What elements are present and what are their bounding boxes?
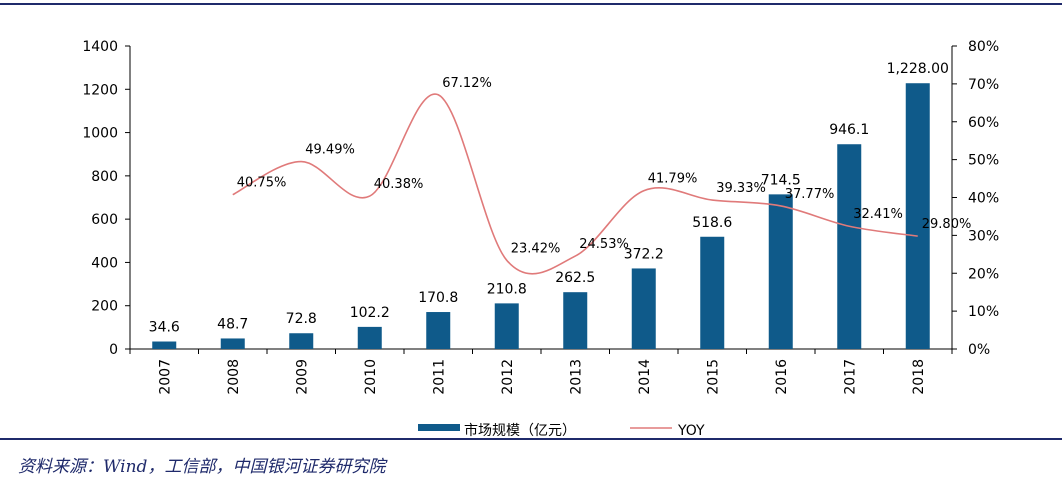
right-axis-tick-label: 40%: [968, 191, 999, 207]
bar-value-label: 72.8: [286, 311, 317, 327]
left-axis-tick-label: 1400: [82, 39, 118, 55]
bar-value-label: 372.2: [624, 246, 664, 262]
bar-2011: [426, 312, 451, 349]
category-label-2017: 2017: [842, 359, 858, 395]
bar-2007: [152, 341, 177, 349]
category-label-2010: 2010: [363, 359, 379, 395]
left-axis-tick-label: 200: [91, 299, 118, 315]
category-label-2016: 2016: [774, 359, 790, 395]
category-label-2018: 2018: [911, 359, 927, 395]
yoy-value-label: 37.77%: [785, 187, 835, 202]
legend-label-yoy: YOY: [677, 423, 705, 439]
market-size-chart: 0 200 400 600 800 1000 1200 1400 0% 10% 20% 30% 40% 5…: [82, 39, 999, 439]
top-rule: [0, 3, 1062, 5]
bar-2009: [289, 333, 314, 349]
bar-2013: [563, 292, 588, 349]
right-axis-tick-label: 50%: [968, 153, 999, 169]
source-note: 资料来源：Wind，工信部，中国银河证券研究院: [18, 457, 386, 477]
legend-label-bars: 市场规模（亿元）: [464, 422, 576, 439]
right-axis-tick-label: 70%: [968, 77, 999, 93]
bottom-rule: [0, 438, 1062, 440]
right-axis-tick-label: 10%: [968, 304, 999, 320]
bar-value-label: 262.5: [555, 270, 595, 286]
category-label-2011: 2011: [431, 359, 447, 395]
yoy-value-label: 40.75%: [237, 176, 287, 191]
yoy-value-label: 67.12%: [442, 76, 492, 91]
yoy-value-label: 40.38%: [374, 177, 424, 192]
left-axis-tick-label: 600: [91, 212, 118, 228]
bar-value-label: 34.6: [149, 320, 180, 336]
yoy-line: [232, 93, 918, 275]
bar-value-label: 714.5: [761, 172, 801, 188]
yoy-value-label: 29.80%: [922, 217, 972, 232]
bar-value-label: 210.8: [487, 281, 527, 297]
left-axis-tick-label: 1000: [82, 126, 118, 142]
bar-value-label: 1,228.00: [887, 61, 949, 77]
bar-2017: [837, 144, 862, 349]
category-label-2007: 2007: [157, 359, 173, 395]
bar-2008: [220, 338, 245, 349]
yoy-value-label: 32.41%: [853, 207, 903, 222]
bar-2015: [700, 236, 725, 349]
right-axis-tick-label: 20%: [968, 266, 999, 282]
bar-value-label: 946.1: [829, 122, 869, 138]
bar-2016: [768, 194, 793, 349]
bar-2018: [905, 83, 930, 350]
left-axis-tick-label: 0: [109, 342, 118, 358]
yoy-value-label: 24.53%: [579, 237, 629, 252]
yoy-value-label: 23.42%: [511, 241, 561, 256]
category-label-2009: 2009: [294, 359, 310, 395]
right-axis-tick-label: 60%: [968, 115, 999, 131]
bar-2014: [631, 268, 656, 349]
bar-value-label: 102.2: [350, 305, 390, 321]
left-axis-tick-label: 1200: [82, 82, 118, 98]
bar-value-label: 48.7: [217, 316, 248, 332]
category-label-2013: 2013: [568, 359, 584, 395]
category-label-2014: 2014: [637, 359, 653, 395]
right-axis-tick-label: 80%: [968, 39, 999, 55]
left-axis-tick-label: 400: [91, 255, 118, 271]
bar-2010: [357, 326, 382, 349]
legend-swatch-bars: [418, 424, 460, 431]
yoy-value-label: 49.49%: [305, 143, 355, 158]
yoy-value-label: 41.79%: [648, 172, 698, 187]
yoy-value-label: 39.33%: [716, 181, 766, 196]
category-label-2012: 2012: [500, 359, 516, 395]
bar-value-label: 170.8: [418, 290, 458, 306]
right-axis-tick-label: 0%: [968, 342, 990, 358]
bar-2012: [494, 303, 519, 349]
category-label-2015: 2015: [705, 359, 721, 395]
bar-value-label: 518.6: [692, 215, 732, 231]
category-label-2008: 2008: [226, 359, 242, 395]
left-axis-tick-label: 800: [91, 169, 118, 185]
right-axis-tick-label: 30%: [968, 228, 999, 244]
